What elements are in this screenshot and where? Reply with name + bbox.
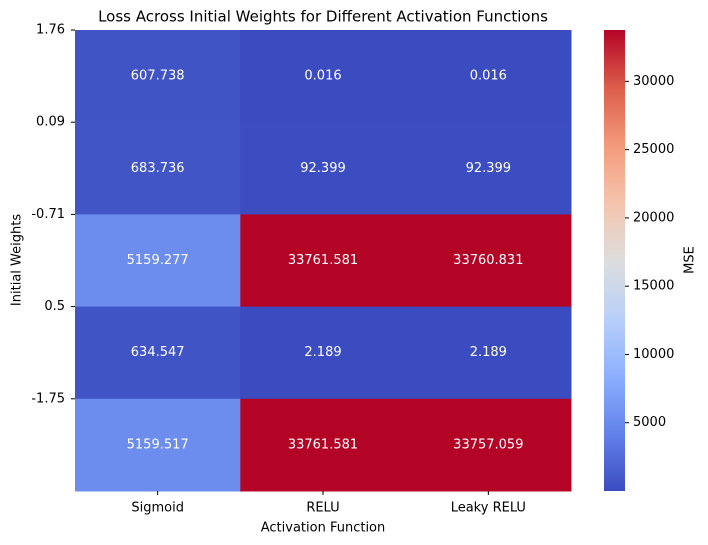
y-axis-label: Initial Weights — [10, 214, 25, 306]
cell-label: 5159.277 — [127, 253, 189, 268]
cell-label: 634.547 — [131, 345, 185, 360]
cell — [240, 122, 407, 215]
cell — [405, 398, 572, 492]
cell-label: 607.738 — [131, 69, 185, 84]
cell-label: 0.016 — [304, 69, 341, 84]
x-tick-label: RELU — [306, 501, 339, 516]
cell-label: 2.189 — [470, 345, 507, 360]
y-tick-label: 1.76 — [36, 23, 65, 38]
cell — [405, 306, 572, 400]
colorbar-tick-label: 30000 — [633, 74, 674, 89]
cell — [75, 214, 241, 308]
colorbar-label: MSE — [683, 246, 698, 274]
cell — [405, 30, 572, 123]
cell — [405, 214, 572, 308]
x-axis-label: Activation Function — [261, 521, 386, 536]
y-tick-label: -1.75 — [31, 391, 65, 406]
y-tick-label: 0.09 — [36, 115, 65, 130]
cell-label: 92.399 — [300, 161, 346, 176]
cell — [75, 30, 241, 123]
y-tick-label: 0.5 — [44, 299, 65, 314]
cell — [240, 214, 407, 308]
cell-label: 33760.831 — [453, 253, 523, 268]
cell-label: 33761.581 — [288, 437, 358, 452]
colorbar — [604, 30, 625, 491]
colorbar-tick-label: 10000 — [633, 347, 674, 362]
cell-label: 92.399 — [466, 161, 512, 176]
colorbar-tick-label: 5000 — [633, 415, 666, 430]
cell-label: 0.016 — [470, 69, 507, 84]
cell — [240, 30, 407, 123]
cell-label: 33761.581 — [288, 253, 358, 268]
cell — [75, 122, 241, 215]
colorbar-tick-label: 25000 — [633, 142, 674, 157]
cell-label: 5159.517 — [127, 437, 189, 452]
cell-label: 33757.059 — [453, 437, 523, 452]
cell — [75, 398, 241, 492]
y-tick-label: -0.71 — [31, 207, 65, 222]
cell — [240, 306, 407, 400]
cell-label: 2.189 — [304, 345, 341, 360]
colorbar-tick-label: 15000 — [633, 279, 674, 294]
cell — [75, 306, 241, 400]
chart-title: Loss Across Initial Weights for Differen… — [98, 8, 548, 26]
cell-label: 683.736 — [131, 161, 185, 176]
x-tick-label: Sigmoid — [131, 501, 184, 516]
x-tick-label: Leaky RELU — [451, 501, 526, 516]
colorbar-tick-label: 20000 — [633, 210, 674, 225]
cell — [405, 122, 572, 215]
cell — [240, 398, 407, 492]
